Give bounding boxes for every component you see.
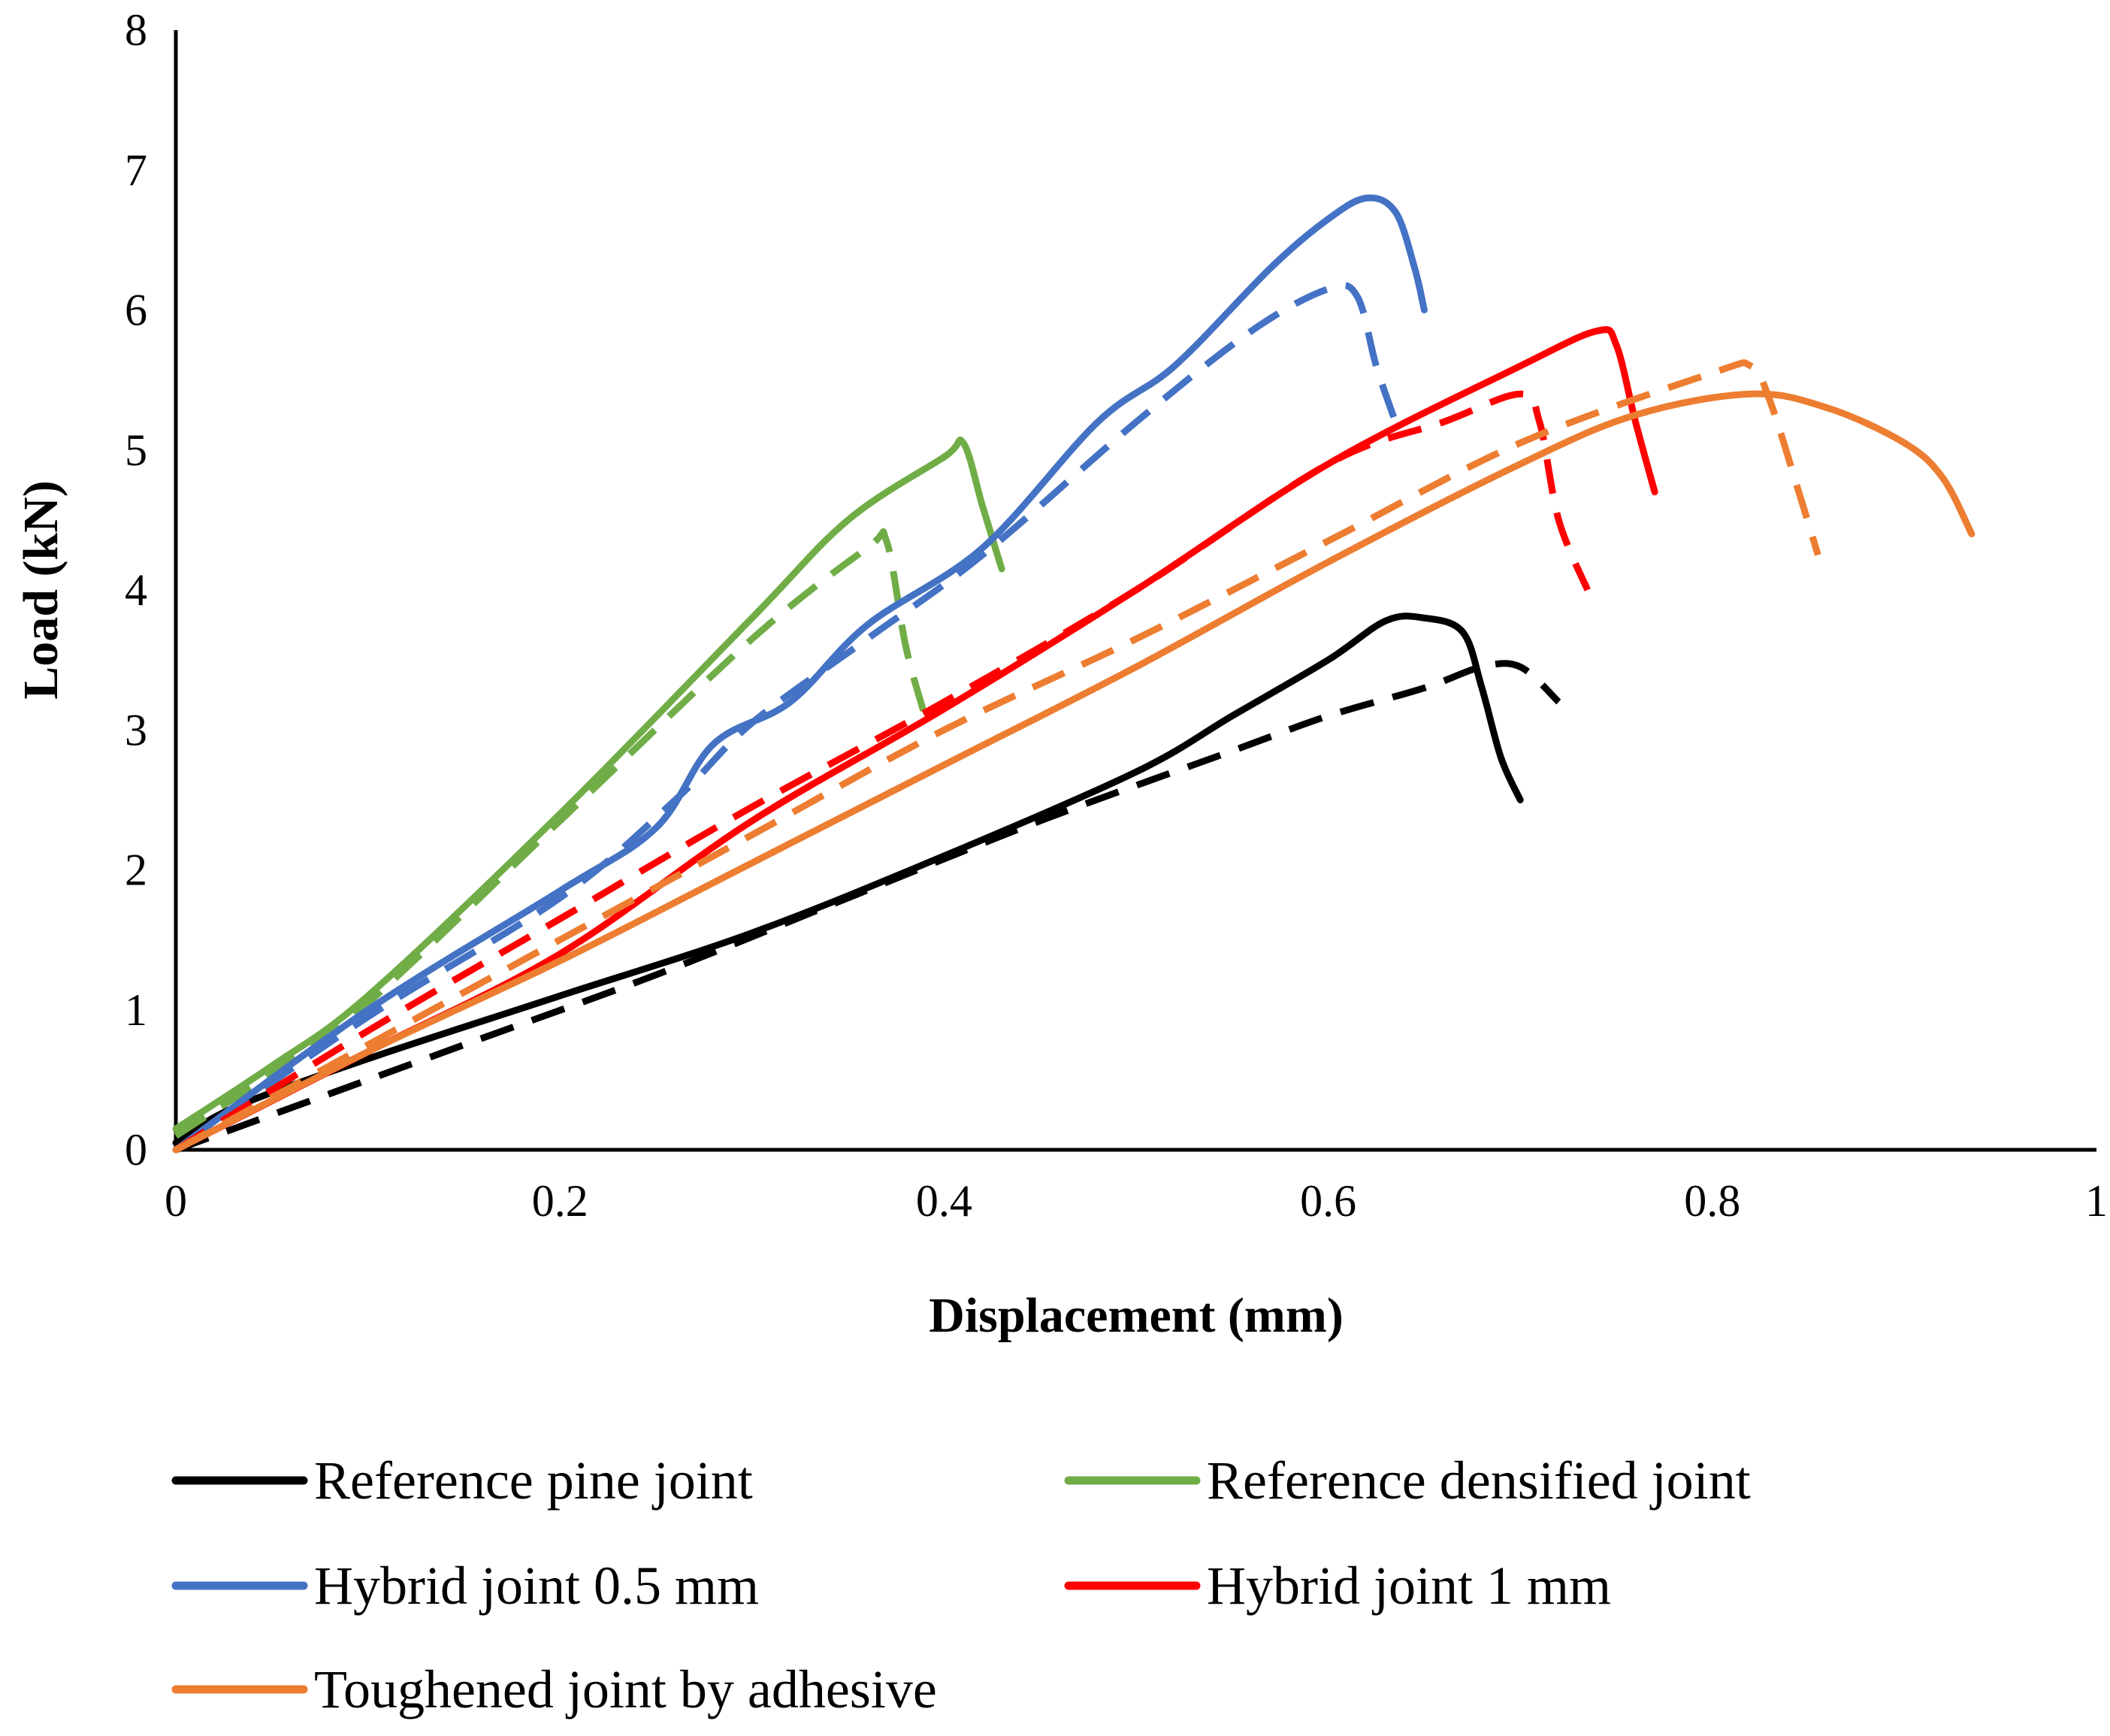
legend: Reference pine joint Reference densified … xyxy=(171,1450,1751,1719)
y-tick-label: 8 xyxy=(125,5,147,55)
legend-label-reference-densified-joint: Reference densified joint xyxy=(1207,1450,1751,1511)
legend-label-hybrid-joint-0-5-mm: Hybrid joint 0.5 mm xyxy=(314,1556,759,1616)
x-tick-label: 0 xyxy=(165,1176,187,1226)
series-line-reference-pine-joint-duplicate xyxy=(174,660,1561,1154)
x-tick-label: 1 xyxy=(2085,1176,2108,1226)
series-line-hybrid-joint-1-mm xyxy=(172,326,1658,1154)
x-tick-label: 0.8 xyxy=(1684,1176,1740,1226)
y-axis-title: Load (kN) xyxy=(14,480,68,700)
y-tick-label: 2 xyxy=(125,845,147,895)
x-axis-title: Displacement (mm) xyxy=(929,1288,1344,1343)
series-line-hybrid-joint-0-5-mm xyxy=(172,194,1428,1154)
series-line-toughened-joint-by-adhesive-duplicate xyxy=(174,359,1821,1153)
series-line-reference-densified-joint-duplicate xyxy=(174,528,929,1139)
series-line-reference-pine-joint xyxy=(172,612,1524,1147)
y-tick-label: 0 xyxy=(125,1125,147,1175)
series-layer xyxy=(172,194,1975,1154)
y-tick-label: 3 xyxy=(125,705,147,755)
y-tick-label: 7 xyxy=(125,145,147,195)
x-tick-labels: 0 0.2 0.4 0.6 0.8 1 xyxy=(165,1176,2108,1226)
x-tick-label: 0.2 xyxy=(532,1176,588,1226)
axes xyxy=(174,30,2096,1152)
y-tick-label: 4 xyxy=(125,565,147,615)
x-tick-label: 0.4 xyxy=(916,1176,972,1226)
y-tick-label: 6 xyxy=(125,286,147,335)
y-tick-label: 1 xyxy=(125,985,147,1035)
y-tick-labels: 0 1 2 3 4 5 6 7 8 xyxy=(125,5,147,1175)
legend-label-toughened-joint-by-adhesive: Toughened joint by adhesive xyxy=(314,1659,937,1719)
series-line-toughened-joint-by-adhesive xyxy=(172,390,1975,1154)
series-line-hybrid-joint-1-mm-duplicate xyxy=(174,390,1591,1153)
x-tick-label: 0.6 xyxy=(1300,1176,1356,1226)
y-tick-label: 5 xyxy=(125,425,147,475)
legend-label-reference-pine-joint: Reference pine joint xyxy=(314,1450,753,1511)
series-line-hybrid-joint-0-5-mm-duplicate xyxy=(174,282,1399,1153)
series-line-reference-densified-joint xyxy=(172,436,1005,1133)
legend-label-hybrid-joint-1-mm: Hybrid joint 1 mm xyxy=(1207,1556,1611,1616)
